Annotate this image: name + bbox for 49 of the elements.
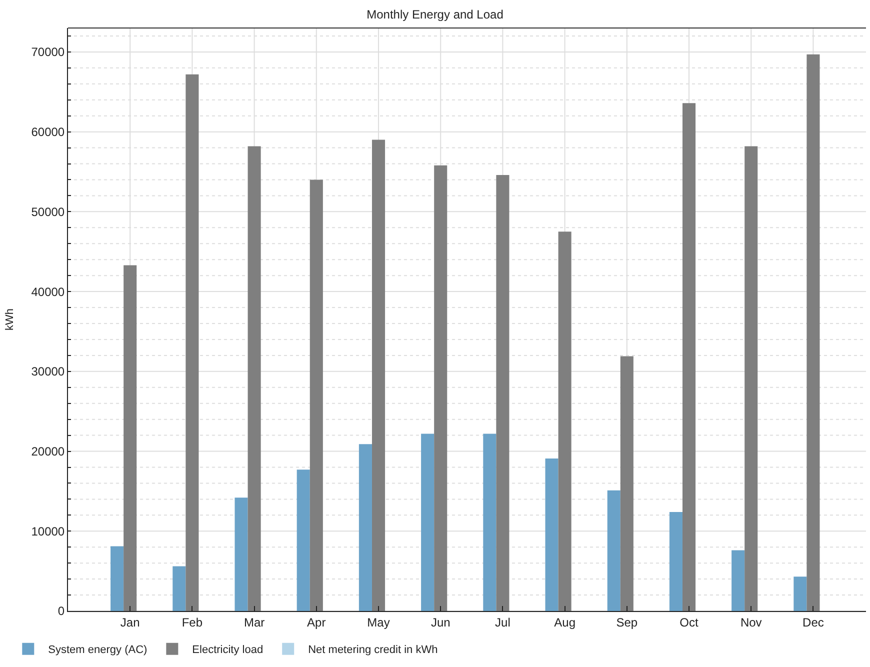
- x-tick-label: May: [367, 615, 390, 630]
- bar: [620, 356, 634, 611]
- bar: [248, 146, 261, 611]
- bar: [744, 146, 758, 611]
- x-tick-label: Jan: [120, 615, 140, 630]
- bar: [806, 54, 820, 611]
- bar: [483, 434, 496, 611]
- chart-title: Monthly Energy and Load: [366, 7, 504, 22]
- y-tick-label: 0: [58, 604, 65, 618]
- legend-label: Net metering credit in kWh: [308, 644, 438, 656]
- y-tick-label: 10000: [31, 524, 65, 538]
- y-tick-label: 70000: [31, 45, 65, 60]
- bar: [434, 165, 448, 611]
- bar: [172, 566, 186, 611]
- x-tick-label: Sep: [616, 615, 638, 630]
- bar: [496, 174, 510, 611]
- y-tick-label: 50000: [31, 204, 65, 219]
- bar: [732, 550, 745, 611]
- x-tick-label: Nov: [740, 615, 762, 630]
- legend-label: System energy (AC): [48, 644, 148, 656]
- x-tick-label: Oct: [680, 615, 700, 630]
- x-tick-label: Jul: [495, 615, 510, 630]
- bar: [558, 232, 572, 611]
- bar: [545, 458, 558, 611]
- x-tick-label: Mar: [244, 615, 265, 630]
- y-tick-label: 60000: [31, 125, 65, 140]
- bar: [794, 576, 807, 611]
- x-tick-label: Dec: [802, 615, 824, 630]
- x-tick-label: Aug: [554, 615, 576, 630]
- bar: [607, 490, 620, 611]
- legend-label: Electricity load: [192, 644, 264, 656]
- bar: [310, 180, 323, 611]
- bar: [186, 74, 199, 611]
- bar: [110, 546, 124, 611]
- x-tick-label: Feb: [182, 615, 203, 630]
- y-tick-label: 40000: [31, 284, 65, 299]
- y-tick-label: 20000: [31, 444, 65, 458]
- bar: [372, 140, 386, 611]
- y-tick-label: 30000: [31, 364, 65, 379]
- bar: [358, 444, 372, 611]
- bar: [296, 470, 310, 611]
- bar: [669, 512, 682, 611]
- bar: [234, 498, 248, 611]
- x-tick-label: Jun: [430, 615, 450, 630]
- bar: [682, 103, 696, 611]
- bar: [421, 434, 434, 611]
- x-tick-label: Apr: [307, 615, 326, 630]
- y-axis-title: kWh: [4, 308, 16, 330]
- bar: [124, 265, 137, 611]
